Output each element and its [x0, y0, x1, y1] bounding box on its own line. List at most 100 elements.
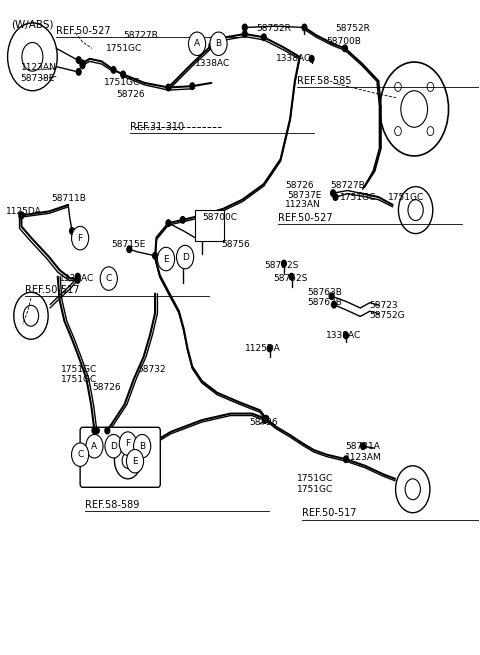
Text: REF.31-310: REF.31-310 — [130, 122, 184, 132]
Circle shape — [72, 227, 89, 250]
Text: A: A — [91, 441, 97, 451]
Circle shape — [70, 228, 74, 234]
Circle shape — [19, 212, 24, 219]
Circle shape — [75, 273, 80, 280]
Text: 58731A: 58731A — [345, 441, 380, 451]
Text: 58726: 58726 — [116, 90, 144, 98]
Text: 1338AC: 1338AC — [59, 274, 94, 283]
Circle shape — [86, 434, 103, 458]
Circle shape — [309, 56, 314, 62]
Text: 1338AC: 1338AC — [195, 59, 230, 68]
Text: 58752R: 58752R — [257, 24, 291, 33]
Text: 1751GC: 1751GC — [297, 485, 334, 494]
Text: 1751GC: 1751GC — [297, 474, 334, 483]
Text: 1123AM: 1123AM — [345, 453, 382, 462]
Circle shape — [197, 43, 202, 49]
Text: A: A — [194, 39, 200, 48]
Text: 1125DA: 1125DA — [6, 207, 42, 216]
Text: REF.58-585: REF.58-585 — [297, 76, 352, 86]
Text: REF.50-527: REF.50-527 — [56, 26, 111, 36]
Circle shape — [19, 212, 24, 219]
Text: 58700C: 58700C — [202, 214, 237, 223]
Text: E: E — [132, 457, 138, 466]
Text: (W/ABS): (W/ABS) — [11, 19, 53, 29]
Text: 58727B: 58727B — [123, 31, 158, 40]
Text: 58715E: 58715E — [111, 240, 145, 248]
Circle shape — [166, 84, 171, 91]
Text: 58752R: 58752R — [336, 24, 370, 33]
Circle shape — [180, 217, 185, 223]
Text: E: E — [163, 255, 169, 263]
Text: 1751GC: 1751GC — [388, 193, 424, 202]
Circle shape — [209, 43, 214, 49]
Circle shape — [281, 260, 286, 267]
Circle shape — [76, 57, 81, 64]
Circle shape — [289, 273, 294, 280]
Circle shape — [127, 246, 132, 252]
Circle shape — [75, 276, 80, 283]
Text: D: D — [182, 253, 189, 261]
Text: 58726: 58726 — [92, 383, 120, 392]
Circle shape — [100, 267, 117, 290]
Circle shape — [157, 248, 175, 271]
Circle shape — [177, 246, 194, 269]
Text: 1125DA: 1125DA — [245, 344, 280, 353]
Text: REF.50-517: REF.50-517 — [302, 508, 357, 518]
Text: 58711B: 58711B — [51, 194, 86, 203]
Text: C: C — [106, 274, 112, 283]
Circle shape — [344, 332, 348, 339]
Text: 1123AN: 1123AN — [21, 64, 56, 73]
Circle shape — [242, 31, 247, 37]
Text: 58752G: 58752G — [369, 311, 405, 320]
Text: 1751GC: 1751GC — [340, 193, 376, 202]
Text: 58727B: 58727B — [331, 181, 365, 190]
Text: B: B — [139, 441, 145, 451]
Circle shape — [329, 293, 334, 299]
Text: 58738E: 58738E — [21, 74, 55, 83]
Text: 58726: 58726 — [285, 181, 314, 190]
Text: 58700B: 58700B — [326, 37, 361, 47]
Circle shape — [189, 32, 205, 56]
Text: 58732: 58732 — [137, 365, 166, 375]
Circle shape — [133, 434, 151, 458]
Circle shape — [217, 41, 222, 47]
Bar — [195, 210, 224, 242]
Text: B: B — [216, 39, 222, 48]
Text: 58763B: 58763B — [307, 298, 342, 307]
Circle shape — [76, 69, 81, 75]
Text: 58752S: 58752S — [274, 274, 308, 283]
Circle shape — [111, 67, 116, 73]
Circle shape — [153, 252, 157, 259]
Text: F: F — [78, 234, 83, 242]
Circle shape — [80, 62, 85, 69]
Circle shape — [120, 71, 125, 78]
Text: 1751GC: 1751GC — [61, 375, 97, 384]
Text: 1751GC: 1751GC — [61, 365, 97, 375]
Text: 58756: 58756 — [221, 240, 250, 248]
Text: REF.50-517: REF.50-517 — [25, 285, 80, 295]
Circle shape — [119, 432, 136, 455]
Circle shape — [166, 220, 171, 227]
Circle shape — [331, 190, 336, 196]
Text: F: F — [125, 439, 131, 448]
Circle shape — [105, 427, 110, 434]
Text: C: C — [77, 450, 83, 459]
Circle shape — [126, 449, 144, 473]
Text: 58737E: 58737E — [288, 191, 322, 200]
Text: 58752S: 58752S — [264, 261, 298, 270]
Text: REF.50-527: REF.50-527 — [278, 213, 333, 223]
Text: 1123AN: 1123AN — [285, 200, 321, 210]
Circle shape — [80, 60, 85, 67]
Circle shape — [302, 24, 307, 31]
Circle shape — [264, 415, 269, 422]
Text: D: D — [110, 441, 117, 451]
Circle shape — [263, 417, 267, 423]
Circle shape — [190, 83, 195, 90]
Text: 1338AC: 1338AC — [276, 54, 311, 64]
Circle shape — [333, 194, 338, 200]
Text: REF.58-589: REF.58-589 — [85, 500, 139, 510]
Circle shape — [361, 443, 365, 449]
Circle shape — [262, 34, 266, 41]
Circle shape — [343, 45, 348, 52]
Text: 58763B: 58763B — [307, 288, 342, 297]
